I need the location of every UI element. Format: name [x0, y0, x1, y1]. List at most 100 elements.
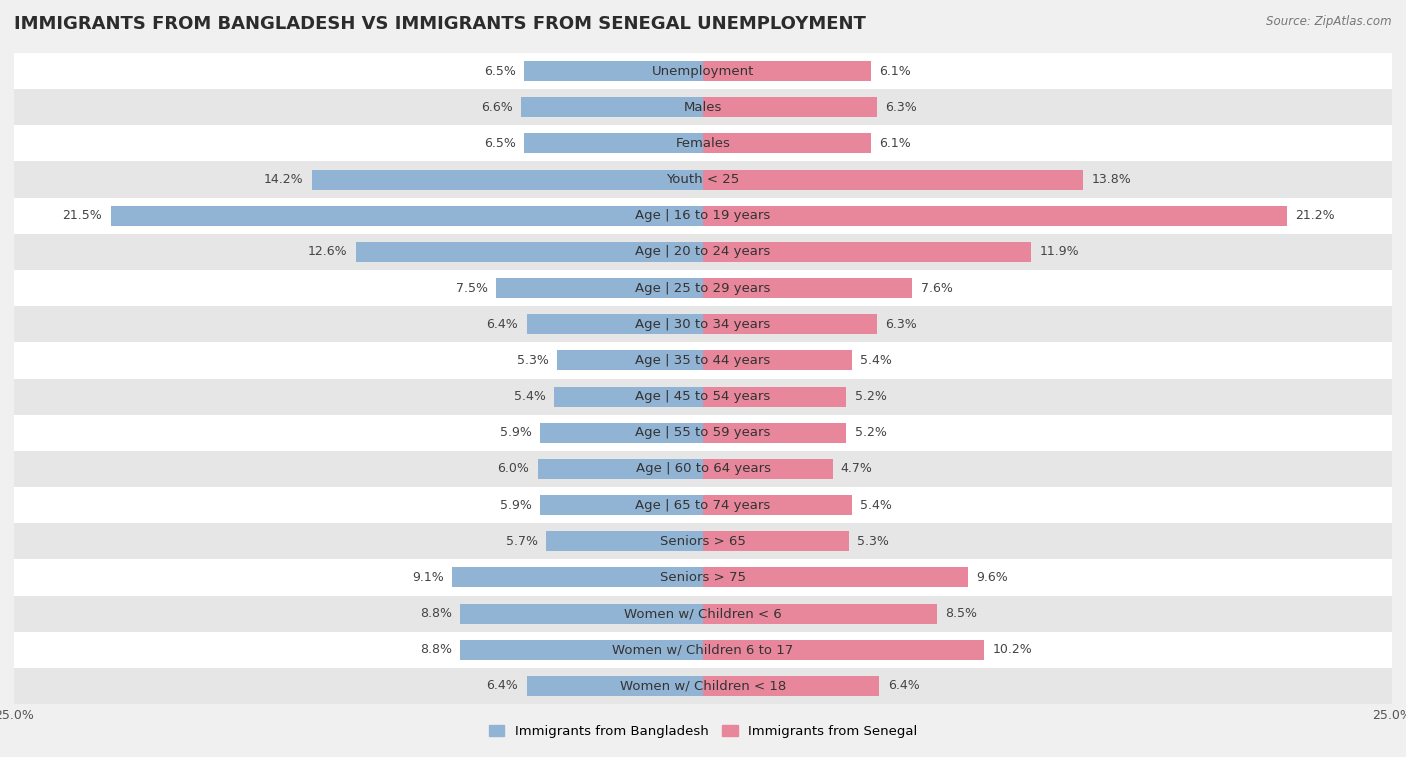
Bar: [703, 61, 872, 81]
Bar: [540, 423, 703, 443]
Bar: [703, 133, 872, 154]
Text: Age | 20 to 24 years: Age | 20 to 24 years: [636, 245, 770, 258]
Bar: [14, 378, 1392, 415]
Text: 10.2%: 10.2%: [993, 643, 1032, 656]
Legend: Immigrants from Bangladesh, Immigrants from Senegal: Immigrants from Bangladesh, Immigrants f…: [484, 719, 922, 743]
Text: Women w/ Children < 6: Women w/ Children < 6: [624, 607, 782, 620]
Text: Women w/ Children 6 to 17: Women w/ Children 6 to 17: [613, 643, 793, 656]
Text: Age | 16 to 19 years: Age | 16 to 19 years: [636, 209, 770, 223]
Text: 6.4%: 6.4%: [486, 680, 519, 693]
Text: Age | 55 to 59 years: Age | 55 to 59 years: [636, 426, 770, 439]
Text: 8.8%: 8.8%: [420, 607, 453, 620]
Text: Age | 35 to 44 years: Age | 35 to 44 years: [636, 354, 770, 367]
Text: 5.3%: 5.3%: [517, 354, 548, 367]
Text: 7.5%: 7.5%: [456, 282, 488, 294]
Bar: [524, 133, 703, 154]
Bar: [111, 206, 703, 226]
Text: 21.2%: 21.2%: [1295, 209, 1336, 223]
Bar: [461, 603, 703, 624]
Bar: [703, 603, 938, 624]
Text: 6.3%: 6.3%: [884, 101, 917, 114]
Text: Age | 60 to 64 years: Age | 60 to 64 years: [636, 463, 770, 475]
Bar: [14, 306, 1392, 342]
Bar: [14, 415, 1392, 451]
Bar: [453, 568, 703, 587]
Bar: [496, 278, 703, 298]
Bar: [703, 531, 849, 551]
Bar: [703, 387, 846, 407]
Text: Age | 65 to 74 years: Age | 65 to 74 years: [636, 499, 770, 512]
Text: 5.2%: 5.2%: [855, 426, 886, 439]
Bar: [703, 206, 1288, 226]
Bar: [14, 342, 1392, 378]
Text: Women w/ Children < 18: Women w/ Children < 18: [620, 680, 786, 693]
Bar: [14, 234, 1392, 270]
Bar: [14, 198, 1392, 234]
Text: 6.3%: 6.3%: [884, 318, 917, 331]
Bar: [14, 270, 1392, 306]
Bar: [703, 676, 879, 696]
Text: 5.9%: 5.9%: [501, 499, 531, 512]
Bar: [703, 459, 832, 479]
Text: 5.2%: 5.2%: [855, 390, 886, 403]
Text: 6.1%: 6.1%: [879, 137, 911, 150]
Bar: [703, 278, 912, 298]
Bar: [703, 170, 1083, 189]
Text: Unemployment: Unemployment: [652, 64, 754, 77]
Text: 6.5%: 6.5%: [484, 64, 516, 77]
Text: 5.4%: 5.4%: [860, 499, 891, 512]
Text: 6.4%: 6.4%: [486, 318, 519, 331]
Bar: [554, 387, 703, 407]
Bar: [14, 161, 1392, 198]
Text: IMMIGRANTS FROM BANGLADESH VS IMMIGRANTS FROM SENEGAL UNEMPLOYMENT: IMMIGRANTS FROM BANGLADESH VS IMMIGRANTS…: [14, 15, 866, 33]
Text: 5.7%: 5.7%: [506, 534, 537, 548]
Text: Seniors > 65: Seniors > 65: [659, 534, 747, 548]
Bar: [546, 531, 703, 551]
Text: Age | 25 to 29 years: Age | 25 to 29 years: [636, 282, 770, 294]
Bar: [14, 53, 1392, 89]
Bar: [14, 668, 1392, 704]
Text: Age | 30 to 34 years: Age | 30 to 34 years: [636, 318, 770, 331]
Text: 5.9%: 5.9%: [501, 426, 531, 439]
Bar: [703, 423, 846, 443]
Bar: [522, 98, 703, 117]
Text: Age | 45 to 54 years: Age | 45 to 54 years: [636, 390, 770, 403]
Text: Youth < 25: Youth < 25: [666, 173, 740, 186]
Bar: [703, 568, 967, 587]
Bar: [14, 631, 1392, 668]
Bar: [312, 170, 703, 189]
Bar: [537, 459, 703, 479]
Bar: [703, 640, 984, 659]
Bar: [14, 523, 1392, 559]
Bar: [14, 451, 1392, 487]
Bar: [703, 98, 876, 117]
Text: 12.6%: 12.6%: [308, 245, 347, 258]
Text: 9.6%: 9.6%: [976, 571, 1008, 584]
Text: 7.6%: 7.6%: [921, 282, 953, 294]
Bar: [14, 487, 1392, 523]
Text: 9.1%: 9.1%: [412, 571, 444, 584]
Text: Females: Females: [675, 137, 731, 150]
Text: 14.2%: 14.2%: [264, 173, 304, 186]
Bar: [557, 350, 703, 370]
Bar: [703, 242, 1031, 262]
Text: 6.4%: 6.4%: [887, 680, 920, 693]
Text: 6.5%: 6.5%: [484, 137, 516, 150]
Bar: [14, 126, 1392, 161]
Text: 4.7%: 4.7%: [841, 463, 873, 475]
Text: 6.6%: 6.6%: [481, 101, 513, 114]
Bar: [527, 314, 703, 334]
Bar: [703, 350, 852, 370]
Text: 5.4%: 5.4%: [515, 390, 546, 403]
Text: 8.8%: 8.8%: [420, 643, 453, 656]
Text: 21.5%: 21.5%: [62, 209, 103, 223]
Text: 5.4%: 5.4%: [860, 354, 891, 367]
Text: 8.5%: 8.5%: [945, 607, 977, 620]
Text: 13.8%: 13.8%: [1091, 173, 1132, 186]
Text: Males: Males: [683, 101, 723, 114]
Bar: [14, 89, 1392, 126]
Bar: [540, 495, 703, 515]
Bar: [461, 640, 703, 659]
Bar: [524, 61, 703, 81]
Bar: [14, 596, 1392, 631]
